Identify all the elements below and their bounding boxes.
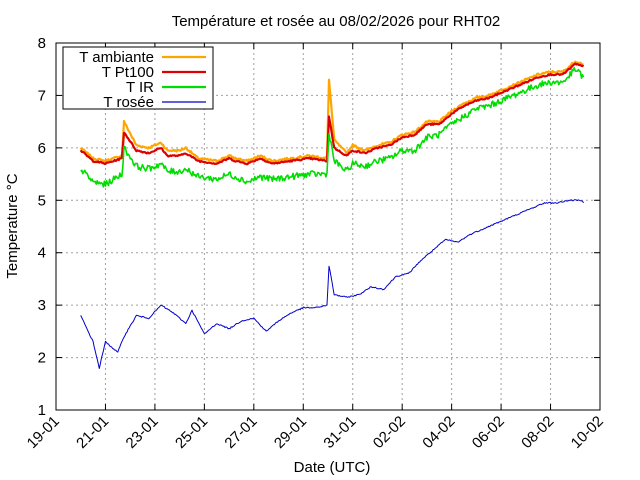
legend-label: T ambiante <box>79 49 154 66</box>
x-tick-label: 25-01 <box>172 413 211 452</box>
series-line-3 <box>80 199 584 369</box>
x-tick-label: 04-02 <box>419 413 458 452</box>
x-axis-label: Date (UTC) <box>294 459 371 476</box>
legend-label: T rosée <box>103 94 154 111</box>
y-tick-label: 5 <box>38 192 46 209</box>
x-tick-label: 21-01 <box>73 413 112 452</box>
x-tick-label: 02-02 <box>370 413 409 452</box>
legend-label: T Pt100 <box>102 64 154 81</box>
y-tick-label: 2 <box>38 350 46 367</box>
series-lines <box>79 60 585 369</box>
y-tick-label: 3 <box>38 297 46 314</box>
x-tick-label: 23-01 <box>123 413 162 452</box>
x-tick-label: 29-01 <box>271 413 310 452</box>
x-tick-label: 27-01 <box>221 413 260 452</box>
series-line-2 <box>80 67 585 188</box>
chart-title: Température et rosée au 08/02/2026 pour … <box>172 13 501 30</box>
y-tick-label: 4 <box>38 245 46 262</box>
y-tick-label: 7 <box>38 87 46 104</box>
x-tick-label: 10-02 <box>568 413 607 452</box>
series-line-0 <box>79 60 584 164</box>
plot-frame <box>55 42 601 411</box>
y-tick-label: 8 <box>38 35 46 52</box>
x-tick-label: 31-01 <box>320 413 359 452</box>
series-line-1 <box>79 62 585 166</box>
y-axis-label: Temperature °C <box>4 173 21 278</box>
y-tick-label: 1 <box>38 402 46 419</box>
y-tick-label: 6 <box>38 140 46 157</box>
x-tick-label: 08-02 <box>518 413 557 452</box>
x-tick-label: 06-02 <box>469 413 508 452</box>
legend-label: T IR <box>126 79 154 96</box>
